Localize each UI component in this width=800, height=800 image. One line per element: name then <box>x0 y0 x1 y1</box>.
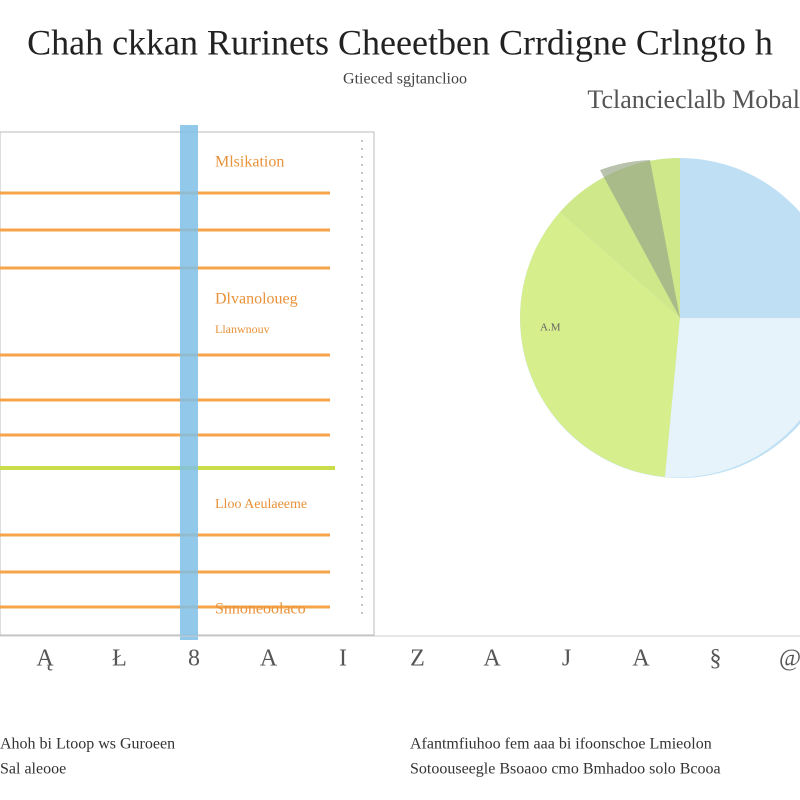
axis-glyph: A <box>632 646 650 672</box>
label: Lloo Aeulaeeme <box>215 497 307 512</box>
left-panel: Mlsikation Dlvanoloueg Llanwnouv Lloo Ae… <box>0 125 375 640</box>
pie-label: A.M <box>540 322 561 334</box>
orange-lines <box>0 191 330 609</box>
right-title: Tclancieclalb Mobal <box>587 85 800 114</box>
axis-glyph: Ą <box>36 646 54 672</box>
pie: A.M <box>520 157 800 478</box>
axis-glyph: § <box>710 646 722 672</box>
axis-glyphs: Ą Ł 8 A I Z A J A § @ <box>36 646 800 672</box>
pie-slice <box>600 160 680 318</box>
pie-slice <box>520 212 680 477</box>
axis-glyph: Z <box>410 646 425 672</box>
title: Chah ckkan Rurinets Cheeetben Crrdigne C… <box>27 22 773 62</box>
panel-labels: Mlsikation Dlvanoloueg Llanwnouv Lloo Ae… <box>215 154 307 618</box>
footer-text: Sotoouseegle Bsoaoo cmo Bmhadoo solo Bco… <box>410 761 721 778</box>
blue-band <box>180 125 198 640</box>
pie-slice <box>665 318 800 478</box>
footer-text: Afantmfiuhoo fem aaa bi ifoonschoe Lmieo… <box>410 736 712 753</box>
axis-glyph: Ł <box>112 646 127 672</box>
footer: Ahoh bi Ltoop ws Guroeen Sal aleooe Afan… <box>0 736 721 778</box>
footer-text: Sal aleooe <box>0 761 66 778</box>
label: Llanwnouv <box>215 322 270 336</box>
axis-glyph: @ <box>779 646 800 672</box>
axis-glyph: J <box>562 646 571 672</box>
label: Dlvanoloueg <box>215 291 298 308</box>
label: Mlsikation <box>215 154 284 171</box>
axis-glyph: A <box>260 646 278 672</box>
footer-text: Ahoh bi Ltoop ws Guroeen <box>0 736 175 753</box>
subtitle: Gtieced sgjtanclioo <box>343 71 467 88</box>
axis-glyph: 8 <box>188 646 200 672</box>
axis-glyph: A <box>483 646 501 672</box>
axis-glyph: I <box>339 646 347 672</box>
label: Snnoneoolaco <box>215 601 306 618</box>
